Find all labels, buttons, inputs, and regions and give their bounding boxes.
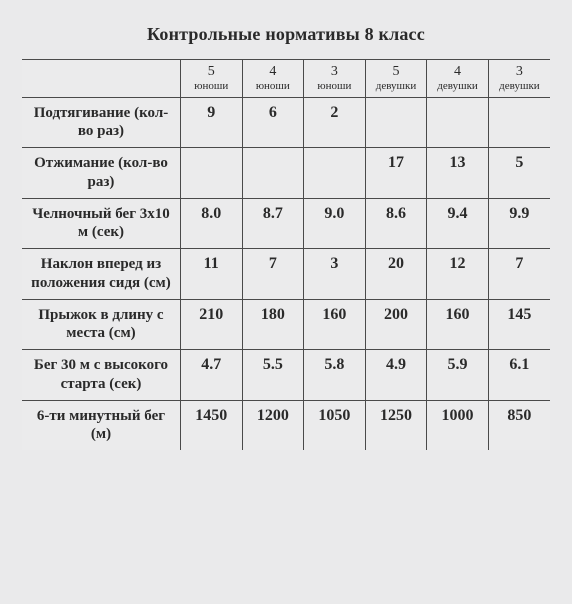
cell-value: 2: [304, 97, 366, 148]
table-row: Отжимание (кол-во раз) 17135: [22, 148, 550, 199]
table-row: Наклон вперед из положения сидя (см)1173…: [22, 249, 550, 300]
row-label: Наклон вперед из положения сидя (см): [22, 249, 180, 300]
table-row: Прыжок в длину с места (см)2101801602001…: [22, 299, 550, 350]
table-row: Бег 30 м с высокого старта (сек)4.75.55.…: [22, 350, 550, 401]
cell-value: 5.8: [304, 350, 366, 401]
row-label: Бег 30 м с высокого старта (сек): [22, 350, 180, 401]
col-grade: 4: [429, 64, 486, 80]
col-header: 5 девушки: [365, 60, 427, 98]
cell-value: 5.5: [242, 350, 304, 401]
cell-value: 4.9: [365, 350, 427, 401]
row-label: Прыжок в длину с места (см): [22, 299, 180, 350]
cell-value: [488, 97, 550, 148]
cell-value: 1200: [242, 400, 304, 450]
table-row: Подтягивание (кол-во раз)962: [22, 97, 550, 148]
cell-value: [365, 97, 427, 148]
standards-table: 5 юноши 4 юноши 3 юноши 5 девушки 4 деву…: [22, 59, 550, 450]
col-grade: 4: [245, 64, 302, 80]
col-grade: 3: [306, 64, 363, 80]
cell-value: 180: [242, 299, 304, 350]
col-header: 3 юноши: [304, 60, 366, 98]
page-title: Контрольные нормативы 8 класс: [22, 24, 550, 45]
cell-value: [180, 148, 242, 199]
cell-value: 1450: [180, 400, 242, 450]
cell-value: 6.1: [488, 350, 550, 401]
cell-value: [304, 148, 366, 199]
cell-value: 145: [488, 299, 550, 350]
cell-value: 5.9: [427, 350, 489, 401]
cell-value: 8.6: [365, 198, 427, 249]
cell-value: 1250: [365, 400, 427, 450]
cell-value: 9.4: [427, 198, 489, 249]
cell-value: 11: [180, 249, 242, 300]
cell-value: 7: [242, 249, 304, 300]
cell-value: 4.7: [180, 350, 242, 401]
col-grade: 3: [491, 64, 548, 80]
col-header: 4 девушки: [427, 60, 489, 98]
col-header: 3 девушки: [488, 60, 550, 98]
cell-value: 1000: [427, 400, 489, 450]
table-header-row: 5 юноши 4 юноши 3 юноши 5 девушки 4 деву…: [22, 60, 550, 98]
cell-value: 210: [180, 299, 242, 350]
col-group: юноши: [183, 80, 240, 93]
cell-value: 9.0: [304, 198, 366, 249]
cell-value: 13: [427, 148, 489, 199]
col-header: 5 юноши: [180, 60, 242, 98]
cell-value: 9: [180, 97, 242, 148]
col-group: юноши: [306, 80, 363, 93]
cell-value: 850: [488, 400, 550, 450]
col-group: юноши: [245, 80, 302, 93]
col-grade: 5: [183, 64, 240, 80]
cell-value: 20: [365, 249, 427, 300]
cell-value: 17: [365, 148, 427, 199]
cell-value: 9.9: [488, 198, 550, 249]
cell-value: 5: [488, 148, 550, 199]
table-row: Челночный бег 3х10 м (сек)8.08.79.08.69.…: [22, 198, 550, 249]
table-row: 6-ти минутный бег (м)1450120010501250100…: [22, 400, 550, 450]
cell-value: [427, 97, 489, 148]
cell-value: 6: [242, 97, 304, 148]
row-label: 6-ти минутный бег (м): [22, 400, 180, 450]
row-label: Челночный бег 3х10 м (сек): [22, 198, 180, 249]
cell-value: 1050: [304, 400, 366, 450]
cell-value: 8.0: [180, 198, 242, 249]
cell-value: 7: [488, 249, 550, 300]
col-header: 4 юноши: [242, 60, 304, 98]
col-group: девушки: [368, 80, 425, 93]
row-label: Подтягивание (кол-во раз): [22, 97, 180, 148]
header-empty: [22, 60, 180, 98]
cell-value: 200: [365, 299, 427, 350]
cell-value: 160: [304, 299, 366, 350]
col-group: девушки: [429, 80, 486, 93]
cell-value: 3: [304, 249, 366, 300]
cell-value: 160: [427, 299, 489, 350]
cell-value: [242, 148, 304, 199]
cell-value: 8.7: [242, 198, 304, 249]
cell-value: 12: [427, 249, 489, 300]
col-grade: 5: [368, 64, 425, 80]
row-label: Отжимание (кол-во раз): [22, 148, 180, 199]
col-group: девушки: [491, 80, 548, 93]
